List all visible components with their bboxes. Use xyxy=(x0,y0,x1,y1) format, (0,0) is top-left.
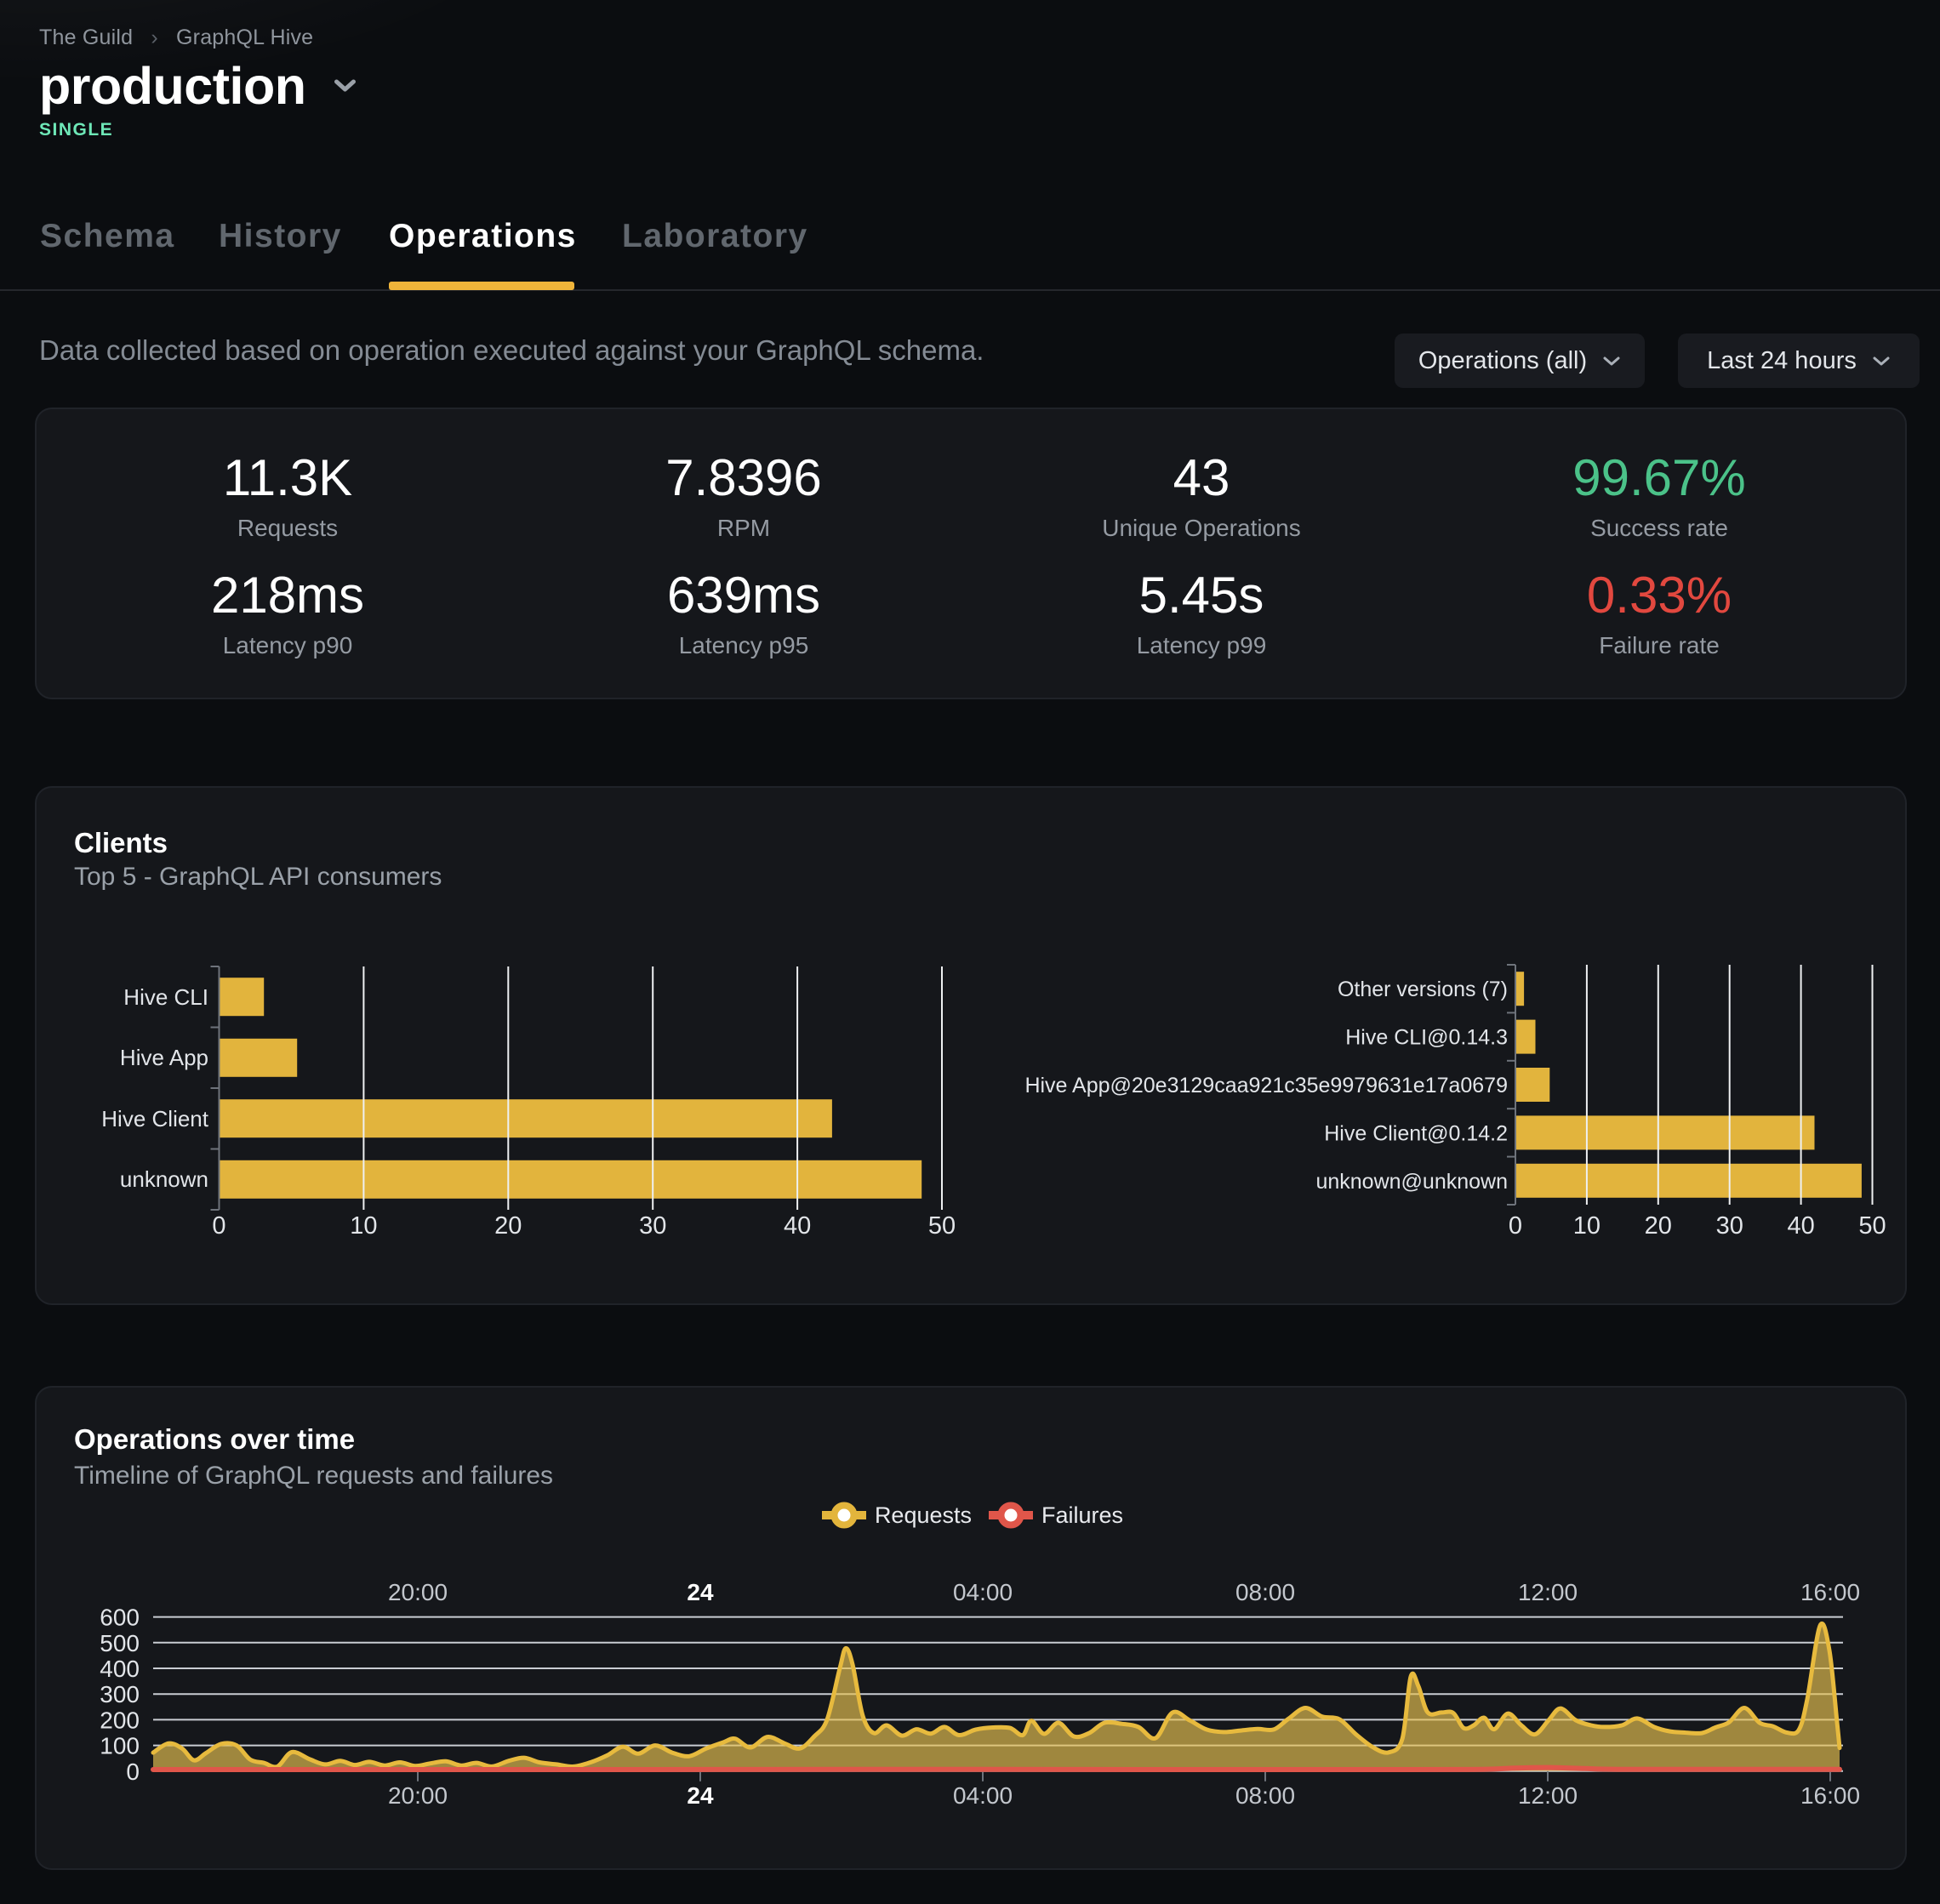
svg-text:10: 10 xyxy=(350,1212,377,1240)
svg-text:24: 24 xyxy=(687,1579,714,1605)
svg-text:0: 0 xyxy=(212,1212,225,1240)
svg-text:20: 20 xyxy=(494,1212,522,1240)
svg-text:40: 40 xyxy=(1787,1212,1814,1240)
svg-text:unknown@unknown: unknown@unknown xyxy=(1315,1170,1508,1194)
svg-text:20:00: 20:00 xyxy=(388,1782,448,1809)
svg-text:10: 10 xyxy=(1573,1212,1600,1240)
svg-text:12:00: 12:00 xyxy=(1518,1579,1578,1605)
svg-text:400: 400 xyxy=(100,1656,140,1682)
svg-text:30: 30 xyxy=(1716,1212,1743,1240)
svg-text:Other versions (7): Other versions (7) xyxy=(1338,978,1508,1001)
svg-text:16:00: 16:00 xyxy=(1800,1782,1860,1809)
svg-text:0: 0 xyxy=(1509,1212,1522,1240)
svg-text:04:00: 04:00 xyxy=(953,1782,1013,1809)
svg-text:Hive App@20e3129caa921c35e9979: Hive App@20e3129caa921c35e9979631e17a067… xyxy=(1024,1074,1508,1097)
svg-text:08:00: 08:00 xyxy=(1235,1579,1295,1605)
svg-text:Hive CLI: Hive CLI xyxy=(123,984,208,1010)
svg-text:24: 24 xyxy=(687,1782,714,1809)
svg-text:12:00: 12:00 xyxy=(1518,1782,1578,1809)
svg-text:Hive Client@0.14.2: Hive Client@0.14.2 xyxy=(1324,1121,1508,1145)
svg-text:Hive Client: Hive Client xyxy=(101,1106,208,1132)
svg-text:50: 50 xyxy=(1858,1212,1886,1240)
svg-text:300: 300 xyxy=(100,1681,140,1707)
svg-text:30: 30 xyxy=(639,1212,666,1240)
svg-text:20: 20 xyxy=(1645,1212,1672,1240)
svg-text:600: 600 xyxy=(100,1605,140,1631)
svg-text:40: 40 xyxy=(784,1212,811,1240)
svg-text:200: 200 xyxy=(100,1707,140,1733)
svg-text:08:00: 08:00 xyxy=(1235,1782,1295,1809)
svg-text:20:00: 20:00 xyxy=(388,1579,448,1605)
svg-text:50: 50 xyxy=(928,1212,956,1240)
svg-text:100: 100 xyxy=(100,1733,140,1759)
svg-text:Hive CLI@0.14.3: Hive CLI@0.14.3 xyxy=(1345,1026,1508,1050)
svg-text:500: 500 xyxy=(100,1630,140,1656)
svg-text:Hive App: Hive App xyxy=(120,1045,208,1070)
svg-text:0: 0 xyxy=(126,1759,140,1785)
svg-text:unknown: unknown xyxy=(120,1166,208,1192)
svg-text:16:00: 16:00 xyxy=(1800,1579,1860,1605)
svg-text:04:00: 04:00 xyxy=(953,1579,1013,1605)
